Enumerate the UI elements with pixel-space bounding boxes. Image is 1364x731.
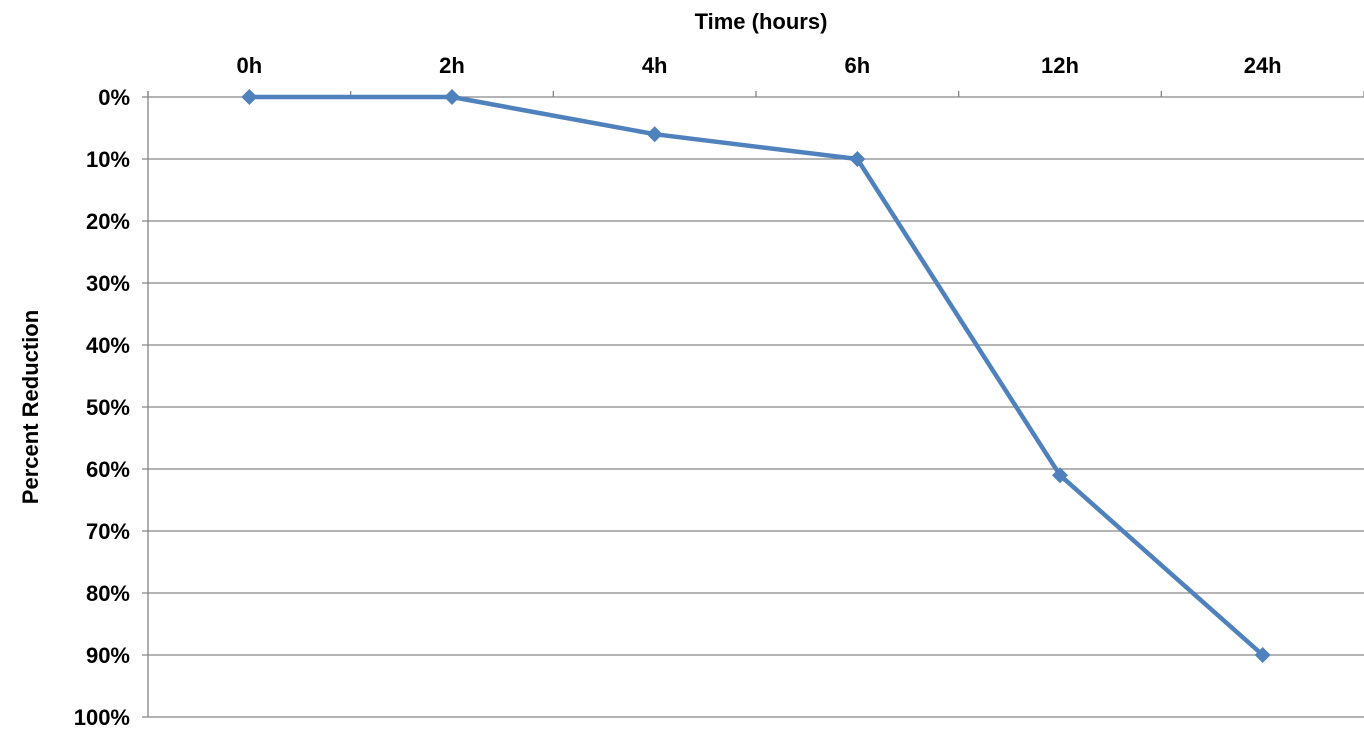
x-axis-title: Time (hours)	[695, 9, 828, 34]
gridlines	[142, 96, 1364, 718]
y-tick-label: 60%	[86, 457, 130, 482]
data-point-marker	[1254, 647, 1271, 663]
y-tick-label: 30%	[86, 271, 130, 296]
data-point-marker	[646, 126, 663, 143]
data-point-marker	[1052, 467, 1068, 484]
tick-labels: 0% 10% 20% 30% 40% 50% 60% 70% 80% 90% 100% 0h 2h 4h 6…	[74, 53, 1282, 730]
x-tick-label: 4h	[642, 53, 668, 78]
y-tick-label: 100%	[74, 705, 130, 730]
data-point-marker	[444, 89, 460, 105]
data-point-marker	[849, 151, 866, 167]
series-line	[249, 94, 1265, 657]
x-tick-label: 6h	[844, 53, 870, 78]
y-tick-label: 40%	[86, 333, 130, 358]
data-point-marker	[241, 89, 258, 105]
y-tick-label: 20%	[86, 209, 130, 234]
x-tick-label: 24h	[1244, 53, 1282, 78]
x-tick-label: 2h	[439, 53, 465, 78]
y-tick-label: 10%	[86, 147, 130, 172]
y-axis-title: Percent Reduction	[18, 310, 43, 504]
x-tick-label: 0h	[236, 53, 262, 78]
y-tick-label: 90%	[86, 643, 130, 668]
axes	[147, 91, 1364, 717]
x-tick-label: 12h	[1041, 53, 1079, 78]
y-tick-label: 50%	[86, 395, 130, 420]
series-layer	[241, 89, 1271, 663]
y-tick-label: 80%	[86, 581, 130, 606]
y-tick-label: 0%	[98, 85, 130, 110]
y-tick-label: 70%	[86, 519, 130, 544]
